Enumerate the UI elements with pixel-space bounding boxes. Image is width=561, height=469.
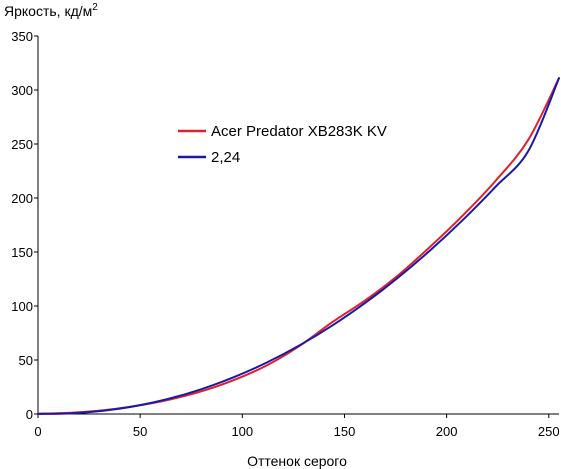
y-tick-label: 100 [11, 299, 33, 314]
y-tick-label: 150 [11, 245, 33, 260]
y-tick-label: 50 [19, 353, 33, 368]
y-tick-label: 0 [26, 407, 33, 422]
legend-label-1: Acer Predator XB283K KV [211, 123, 387, 140]
y-axis-title: Яркость, кд/м2 [4, 2, 98, 19]
x-axis-title: Оттенок серого [247, 453, 347, 469]
axes: 0 50 100 150 200 250 300 350 0 50 100 150 200 250 [11, 29, 559, 439]
legend: Acer Predator XB283K KV 2,24 [178, 123, 387, 166]
x-tick-label: 100 [231, 424, 253, 439]
series-line-2 [37, 77, 560, 415]
x-tick-label: 250 [538, 424, 560, 439]
x-tick-label: 150 [334, 424, 356, 439]
x-tick-label: 200 [436, 424, 458, 439]
legend-label-2: 2,24 [211, 149, 240, 166]
y-axis-title-superscript: 2 [92, 2, 98, 13]
y-tick-label: 350 [11, 29, 33, 44]
y-axis-title-text: Яркость, кд/м [4, 3, 92, 19]
x-tick-label: 0 [34, 424, 41, 439]
y-tick-label: 200 [11, 191, 33, 206]
y-tick-label: 300 [11, 83, 33, 98]
y-tick-label: 250 [11, 137, 33, 152]
x-tick-label: 50 [133, 424, 147, 439]
series-layer [37, 77, 560, 415]
